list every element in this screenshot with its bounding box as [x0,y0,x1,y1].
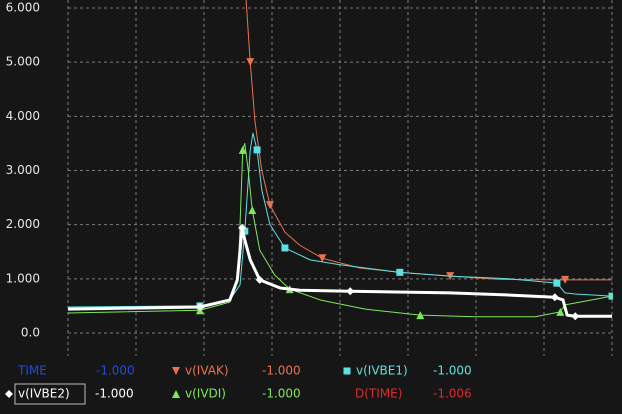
y-tick-label: 1.000 [6,271,40,285]
legend-label: v(IVBE2) [18,387,70,401]
series-line [68,226,612,318]
data-point [553,279,561,287]
readout-value: -1.000 [95,387,134,401]
data-point [238,145,247,154]
data-point [281,244,289,252]
data-point [550,293,559,302]
data-point [396,268,404,276]
legend-label: v(IVBE1) [356,364,408,378]
data-point [246,58,255,67]
legend-box [14,383,86,405]
data-point [253,146,261,154]
y-tick-label: 5.000 [6,55,40,69]
legend-marker [172,390,180,398]
plot-area [68,0,613,321]
readout-value: -1.000 [96,364,135,378]
legend-label: v(IVDI) [185,387,226,401]
data-point [561,275,570,284]
data-point [571,312,580,321]
y-tick-label: 6.000 [6,1,40,15]
data-point [318,254,327,263]
data-point [265,201,274,210]
data-point [255,275,264,284]
readout-label: D(TIME) [355,387,402,401]
readout-value: -1.000 [262,364,301,378]
legend-label: v(IVAK) [185,364,229,378]
y-tick-label: 0.0 [21,326,40,340]
legend-marker [343,367,351,375]
y-tick-label: 4.000 [6,109,40,123]
readout-value: -1.006 [433,387,472,401]
data-point [346,287,355,296]
data-point [248,206,257,215]
data-point [238,223,247,232]
readout-label: TIME [17,364,47,378]
legend-marker [5,390,13,398]
data-point [556,307,565,316]
readout-value: -1.000 [262,387,301,401]
series-line [68,132,613,308]
data-point [416,311,425,320]
readout-value: -1.000 [433,364,472,378]
data-point [195,303,204,311]
y-tick-label: 2.000 [6,217,40,231]
legend-marker [172,367,180,375]
y-tick-label: 3.000 [6,163,40,177]
